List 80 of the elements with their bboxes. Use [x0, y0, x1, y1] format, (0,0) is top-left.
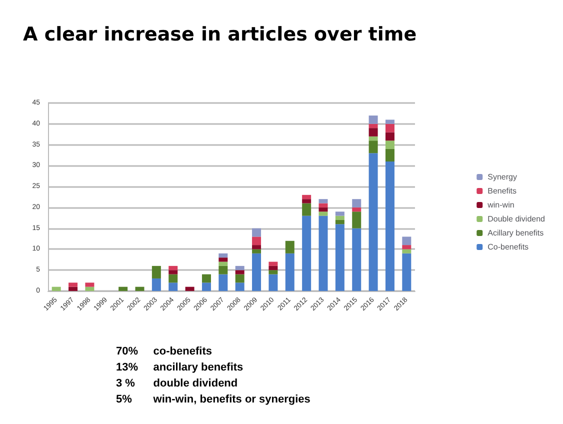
bar	[252, 228, 262, 237]
bar	[85, 286, 94, 291]
bar	[168, 270, 178, 274]
bar	[235, 266, 244, 270]
bar	[268, 266, 278, 270]
bar	[385, 161, 394, 291]
bar	[302, 203, 312, 216]
bar	[335, 212, 344, 216]
bar	[335, 220, 344, 224]
bar	[218, 274, 228, 291]
bar	[402, 253, 412, 291]
bar	[252, 236, 262, 246]
bar	[68, 286, 78, 291]
bar	[202, 282, 211, 291]
bar	[368, 140, 378, 154]
bar	[252, 253, 262, 291]
bar	[285, 253, 294, 291]
bar	[385, 140, 394, 149]
bar	[318, 203, 328, 208]
bar	[318, 212, 328, 216]
bar	[302, 194, 312, 200]
bar	[302, 199, 312, 204]
bar	[218, 266, 228, 274]
bar	[168, 266, 178, 270]
text: 13% ancillary benefits	[116, 362, 244, 374]
bar	[368, 124, 378, 128]
legend-label: Acillary benefits	[488, 228, 544, 238]
text: 5% win-win, benefits or synergies	[116, 394, 310, 406]
bar	[168, 274, 178, 283]
bar	[402, 236, 412, 246]
bar	[218, 262, 228, 266]
bar	[268, 270, 278, 274]
bar	[135, 286, 144, 291]
bar	[368, 116, 378, 124]
bar	[285, 240, 294, 254]
bar	[85, 282, 94, 287]
bar	[268, 262, 278, 266]
chart-title: A clear increase in articles over time	[23, 24, 417, 46]
bar	[352, 199, 362, 208]
bar	[52, 286, 61, 291]
bar	[185, 286, 194, 291]
text: 70% co-benefits	[116, 346, 212, 358]
bar	[218, 253, 228, 258]
bar	[352, 207, 362, 212]
legend-label: Co-benefits	[488, 242, 529, 252]
bar	[235, 270, 244, 274]
bar	[68, 282, 78, 287]
bar	[152, 278, 161, 291]
bar	[385, 132, 394, 141]
bar	[118, 286, 128, 291]
bar	[168, 282, 178, 291]
legend-label: win-win	[486, 200, 514, 210]
bar	[385, 124, 394, 132]
bar	[335, 224, 344, 291]
bar	[335, 216, 344, 220]
bar	[402, 249, 412, 254]
bar	[268, 274, 278, 291]
legend-label: Synergy	[488, 172, 517, 182]
bar	[218, 258, 228, 262]
bar	[352, 228, 362, 291]
bar	[152, 266, 161, 278]
bar	[318, 216, 328, 291]
bar	[252, 249, 262, 254]
text: 3 % double dividend	[116, 378, 238, 390]
bar	[235, 282, 244, 291]
bar	[302, 216, 312, 291]
bar	[352, 212, 362, 228]
legend-label: Benefits	[488, 186, 517, 196]
legend-label: Double dividend	[488, 214, 545, 224]
bar	[402, 245, 412, 250]
bar	[318, 207, 328, 212]
bar	[368, 153, 378, 291]
bar	[252, 245, 262, 250]
bar	[368, 128, 378, 136]
bar	[202, 274, 211, 283]
bar	[385, 148, 394, 162]
bar	[368, 136, 378, 141]
bar	[385, 120, 394, 124]
bar	[235, 274, 244, 283]
bar	[318, 199, 328, 204]
